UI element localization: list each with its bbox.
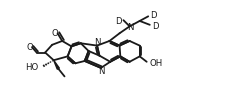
Text: N: N	[95, 38, 101, 47]
Text: O: O	[51, 29, 58, 38]
Text: HO: HO	[25, 63, 38, 72]
Text: N: N	[98, 67, 104, 76]
Text: D: D	[151, 11, 157, 20]
Text: D: D	[115, 17, 122, 26]
Text: O: O	[26, 43, 33, 52]
Polygon shape	[54, 60, 59, 69]
Text: OH: OH	[150, 59, 163, 68]
Text: N: N	[127, 23, 134, 32]
Text: D: D	[152, 22, 159, 31]
